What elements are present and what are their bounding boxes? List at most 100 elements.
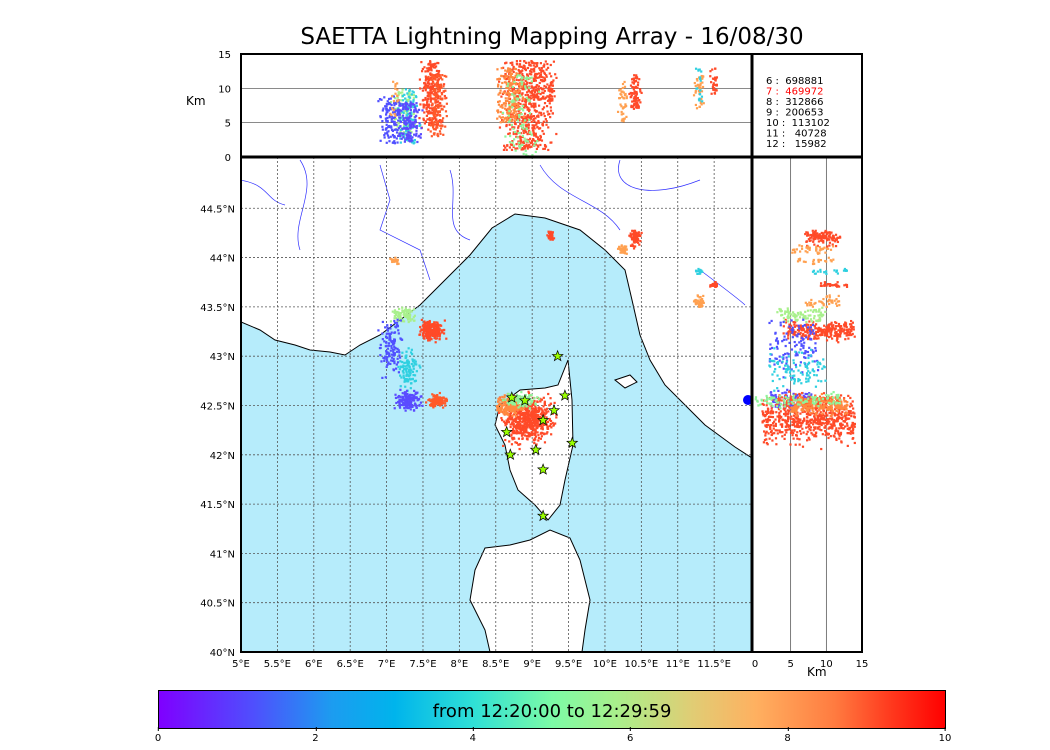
flash-point (526, 86, 529, 89)
flash-point (410, 113, 413, 116)
flash-point (518, 131, 521, 135)
flash-point (513, 403, 517, 406)
flash-point (511, 63, 514, 66)
flash-point (430, 399, 434, 402)
flash-point (520, 113, 523, 116)
flash-point (535, 443, 538, 446)
flash-point (516, 136, 519, 139)
flash-point (805, 372, 809, 375)
flash-point (391, 359, 394, 363)
flash-point (811, 332, 814, 335)
flash-point (545, 68, 548, 71)
flash-point (398, 313, 401, 316)
flash-point (791, 331, 794, 334)
flash-point (435, 85, 438, 88)
flash-point (391, 342, 395, 345)
flash-point (440, 93, 444, 96)
flash-point (508, 440, 511, 443)
flash-point (532, 404, 535, 407)
flash-point (523, 115, 526, 118)
flash-point (843, 332, 846, 335)
flash-point (798, 378, 801, 382)
flash-point (813, 332, 816, 335)
flash-point (395, 326, 398, 329)
flash-point (518, 425, 522, 428)
flash-point (522, 131, 525, 135)
flash-point (396, 319, 399, 323)
flash-point (524, 128, 527, 131)
flash-point (406, 107, 409, 110)
flash-point (550, 433, 553, 436)
flash-point (547, 86, 551, 89)
flash-point (428, 78, 431, 81)
flash-point (389, 327, 392, 330)
flash-point (521, 135, 524, 139)
flash-point (421, 109, 424, 112)
flash-point (820, 330, 824, 334)
flash-point (399, 396, 402, 399)
flash-point (532, 103, 536, 107)
flash-point (393, 104, 396, 107)
flash-point (412, 94, 416, 97)
flash-point (401, 318, 404, 321)
flash-point (390, 344, 393, 348)
flash-point (422, 86, 426, 90)
flash-point (398, 132, 401, 135)
flash-point (634, 79, 638, 83)
flash-point (534, 428, 537, 431)
flash-point (524, 119, 527, 122)
flash-point (505, 61, 508, 64)
flash-point (527, 392, 531, 395)
flash-point (535, 121, 538, 124)
flash-point (811, 320, 814, 323)
flash-point (541, 80, 544, 83)
flash-point (502, 148, 506, 151)
flash-point (404, 377, 407, 381)
flash-point (436, 61, 439, 65)
flash-point (382, 356, 385, 360)
flash-point (430, 404, 433, 407)
flash-point (836, 335, 840, 338)
flash-point (498, 411, 501, 414)
flash-point (512, 88, 516, 91)
flash-point (816, 369, 820, 372)
flash-point (518, 71, 521, 75)
flash-point (438, 90, 441, 93)
flash-point (434, 396, 437, 399)
flash-point (399, 374, 402, 377)
flash-point (524, 140, 527, 143)
flash-point (519, 396, 522, 399)
flash-point (539, 92, 542, 96)
flash-point (497, 103, 501, 106)
flash-point (637, 231, 640, 234)
flash-point (396, 141, 399, 144)
flash-point (537, 121, 541, 124)
flash-point (833, 334, 836, 338)
flash-point (621, 251, 624, 254)
flash-point (816, 319, 820, 323)
flash-point (390, 120, 393, 123)
flash-point (529, 116, 532, 119)
flash-point (819, 334, 822, 337)
flash-point (620, 105, 623, 108)
flash-point (499, 399, 502, 402)
flash-point (519, 146, 522, 149)
flash-point (531, 410, 534, 413)
flash-point (542, 411, 545, 414)
flash-point (412, 100, 415, 103)
flash-point (517, 110, 520, 113)
flash-point (512, 66, 515, 69)
flash-point (780, 399, 783, 402)
flash-point (770, 359, 774, 363)
flash-point (387, 344, 390, 347)
flash-point (415, 110, 418, 113)
flash-point (397, 332, 400, 335)
flash-point (534, 430, 537, 433)
flash-point (852, 328, 855, 331)
flash-point (409, 93, 412, 96)
flash-point (699, 82, 702, 85)
flash-point (714, 83, 717, 87)
flash-point (431, 97, 434, 100)
flash-point (408, 116, 411, 120)
flash-point (506, 111, 509, 114)
